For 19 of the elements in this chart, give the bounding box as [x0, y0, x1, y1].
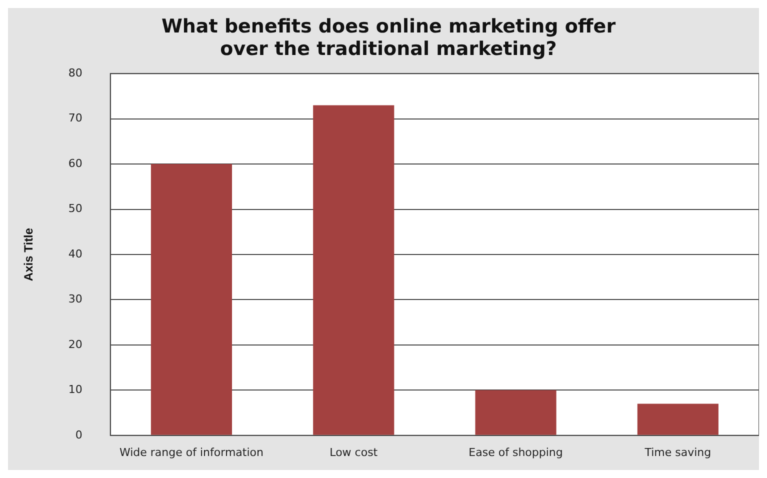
x-tick-label: Time saving	[644, 446, 712, 459]
y-tick-label: 50	[68, 202, 82, 216]
y-tick-label: 60	[68, 156, 82, 170]
y-tick-label: 10	[68, 383, 82, 396]
y-tick-label: 20	[68, 338, 82, 351]
bar	[150, 164, 232, 435]
bar	[475, 390, 556, 435]
bar	[313, 105, 394, 435]
chart-title: What benefits does online marketing offer over the traditional marketing?	[161, 15, 616, 60]
x-tick-label: Wide range of information	[119, 446, 264, 459]
x-tick-label: Low cost	[330, 446, 378, 459]
y-tick-label: 40	[68, 247, 82, 260]
x-tick-label: Ease of shopping	[468, 446, 563, 459]
y-tick-label: 70	[68, 112, 82, 125]
y-tick-label: 80	[68, 66, 82, 80]
bar	[637, 404, 718, 435]
y-tick-label: 30	[68, 292, 82, 306]
y-tick-label: 0	[75, 428, 82, 442]
y-axis-title: Axis Title	[22, 228, 36, 282]
